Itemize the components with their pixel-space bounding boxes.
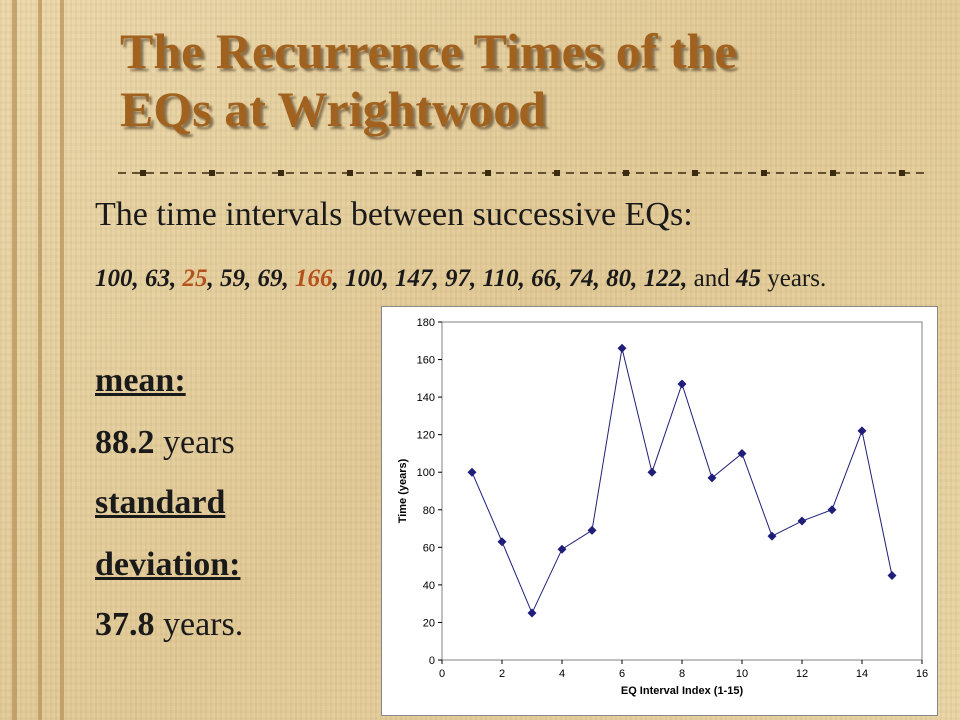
data-point (887, 571, 897, 580)
y-tick-label: 80 (423, 505, 435, 517)
value-segment: , 100, 147, 97, 110, 66, 74, 80, 122, (332, 265, 694, 292)
x-tick-label: 4 (559, 668, 565, 680)
y-tick-label: 40 (423, 580, 435, 592)
sd-label-2: deviation: (95, 546, 241, 583)
y-tick-label: 60 (423, 542, 435, 554)
divider-dot (692, 170, 698, 176)
highlighted-value: 166 (295, 265, 333, 292)
values-unit: years. (767, 265, 827, 292)
data-point (707, 473, 717, 483)
divider-dot (554, 170, 560, 176)
x-tick-label: 12 (796, 668, 808, 680)
decorative-left-stripes (0, 0, 80, 720)
interval-values: 100, 63, 25, 59, 69, 166, 100, 147, 97, … (95, 258, 935, 300)
plot-area (441, 321, 923, 661)
data-point (587, 525, 597, 535)
divider-dot (347, 170, 353, 176)
sd-label-line-2: deviation: (95, 546, 240, 584)
y-tick-label: 180 (417, 317, 435, 329)
values-and: and (693, 265, 730, 292)
slide-title: The Recurrence Times of the EQs at Wrigh… (120, 22, 920, 138)
data-point (797, 516, 807, 526)
data-point (647, 467, 657, 477)
x-tick-label: 10 (736, 668, 748, 680)
data-point (827, 505, 837, 515)
sd-label-line-1: standard (95, 484, 225, 522)
data-point (617, 343, 627, 353)
x-tick-label: 14 (856, 668, 868, 680)
data-point (767, 531, 777, 541)
x-tick-label: 8 (679, 668, 685, 680)
data-point (527, 608, 537, 618)
mean-label: mean: (95, 362, 186, 400)
divider-dot (209, 170, 215, 176)
sd-value-line: 37.8 years. (95, 606, 243, 644)
y-tick-label: 0 (429, 655, 435, 667)
values-last: 45 (735, 265, 761, 292)
y-tick-label: 100 (417, 467, 435, 479)
title-line-2: EQs at Wrightwood (120, 81, 547, 137)
data-point (857, 426, 867, 436)
data-point (497, 537, 507, 547)
y-tick-label: 20 (423, 617, 435, 629)
divider-dot (623, 170, 629, 176)
y-tick-label: 160 (417, 355, 435, 367)
data-point (467, 467, 477, 477)
x-tick-label: 0 (439, 668, 445, 680)
divider-dot (485, 170, 491, 176)
sd-label-1: standard (95, 484, 226, 521)
title-divider (118, 170, 928, 176)
divider-dot (830, 170, 836, 176)
data-point (737, 448, 747, 458)
divider-dot (278, 170, 284, 176)
divider-dot (761, 170, 767, 176)
x-tick-label: 6 (619, 668, 625, 680)
chart-panel: 0 20 40 60 80 100 120 140 160 180 0 2 4 6 8 10 12 14 16 EQ … (381, 306, 938, 716)
divider-dot (140, 170, 146, 176)
mean-unit: years (163, 424, 235, 461)
mean-label-text: mean: (95, 362, 186, 399)
y-tick-label: 120 (417, 430, 435, 442)
data-point (557, 544, 567, 554)
mean-value: 88.2 (95, 424, 155, 461)
value-segment: 100, 63, (95, 265, 183, 292)
data-point (677, 379, 687, 389)
value-segment: , 59, 69, (207, 265, 295, 292)
highlighted-value: 25 (182, 265, 208, 292)
divider-dot (416, 170, 422, 176)
subtitle: The time intervals between successive EQ… (95, 196, 693, 233)
x-tick-label: 16 (916, 668, 928, 680)
y-tick-label: 140 (417, 392, 435, 404)
divider-dot (899, 170, 905, 176)
y-axis-label: Time (years) (397, 458, 409, 523)
title-line-1: The Recurrence Times of the (120, 23, 737, 79)
mean-value-line: 88.2 years (95, 424, 235, 462)
sd-value: 37.8 (95, 606, 155, 643)
x-tick-label: 2 (499, 668, 505, 680)
x-axis-label: EQ Interval Index (1-15) (621, 685, 744, 697)
recurrence-chart: 0 20 40 60 80 100 120 140 160 180 0 2 4 6 8 10 12 14 16 EQ … (397, 317, 928, 697)
sd-unit: years. (163, 606, 244, 643)
